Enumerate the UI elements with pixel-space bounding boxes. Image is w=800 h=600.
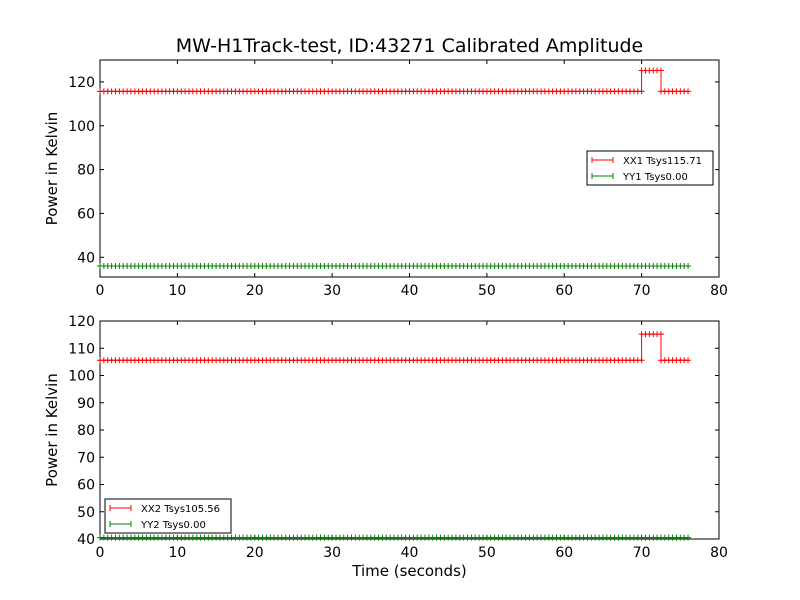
y-tick-label: 40 — [77, 250, 95, 266]
x-tick-label: 20 — [246, 545, 264, 561]
legend-label: XX2 Tsys105.56 — [141, 504, 220, 515]
legend-marker — [109, 505, 132, 511]
data-point-marker — [685, 534, 692, 541]
x-tick-label: 30 — [323, 283, 341, 299]
subplot-2: 0 10 20 30 40 50 60 70 80 40 50 60 70 80 90 100 110 120 Po… — [43, 314, 728, 580]
y-tick-label: 70 — [77, 450, 95, 466]
series-1 — [97, 67, 692, 95]
y-tick-label: 110 — [68, 341, 95, 357]
legend-marker — [591, 157, 614, 163]
x-tick-label: 40 — [401, 545, 419, 561]
x-tick-label: 20 — [246, 283, 264, 299]
x-tick-label: 50 — [478, 545, 496, 561]
legend-marker — [109, 521, 132, 527]
chart-title: MW-H1Track-test, ID:43271 Calibrated Amp… — [176, 35, 644, 57]
subplot-1: 0 10 20 30 40 50 60 70 80 40 60 80 100 120 MW-H1Track-… — [43, 35, 728, 299]
y-tick-label: 60 — [77, 206, 95, 222]
x-tick-label: 0 — [96, 283, 105, 299]
y-tick-label: 100 — [68, 369, 95, 385]
x-tick-label: 30 — [323, 545, 341, 561]
x-tick-label: 80 — [710, 283, 728, 299]
y-tick-label: 60 — [77, 478, 95, 494]
legend-marker — [591, 173, 614, 179]
y-axis-label: Power in Kelvin — [43, 112, 61, 226]
y-tick-label: 50 — [77, 505, 95, 521]
legend-label: YY2 Tsys0.00 — [140, 520, 206, 531]
series-2 — [97, 534, 692, 541]
x-tick-label: 70 — [633, 283, 651, 299]
x-tick-label: 40 — [401, 283, 419, 299]
x-tick-label: 50 — [478, 283, 496, 299]
x-tick-label: 0 — [96, 545, 105, 561]
y-tick-label: 120 — [68, 75, 95, 91]
data-point-marker — [685, 88, 692, 95]
legend: XX1 Tsys115.71 YY1 Tsys0.00 — [586, 150, 714, 186]
series-1 — [97, 331, 692, 364]
x-tick-label: 10 — [168, 545, 186, 561]
y-tick-label: 100 — [68, 119, 95, 135]
x-axis-label: Time (seconds) — [351, 562, 467, 580]
y-axis-label: Power in Kelvin — [43, 373, 61, 487]
y-tick-label: 40 — [77, 532, 95, 548]
legend-label: XX1 Tsys115.71 — [623, 156, 702, 167]
x-tick-label: 10 — [168, 283, 186, 299]
y-tick-label: 80 — [77, 423, 95, 439]
data-point-marker — [657, 67, 664, 74]
data-point-marker — [685, 263, 692, 270]
legend-box — [104, 498, 232, 534]
data-point-marker — [638, 357, 645, 364]
y-tick-label: 80 — [77, 163, 95, 179]
data-point-marker — [638, 88, 645, 95]
x-tick-label: 70 — [633, 545, 651, 561]
y-tick-label: 120 — [68, 314, 95, 330]
series-2 — [97, 263, 692, 270]
x-tick-label: 60 — [555, 545, 573, 561]
y-tick-label: 90 — [77, 396, 95, 412]
x-tick-label: 60 — [555, 283, 573, 299]
x-tick-label: 80 — [710, 545, 728, 561]
legend: XX2 Tsys105.56 YY2 Tsys0.00 — [104, 498, 232, 534]
legend-label: YY1 Tsys0.00 — [622, 172, 688, 183]
legend-box — [586, 150, 714, 186]
data-point-marker — [657, 331, 664, 338]
data-point-marker — [685, 357, 692, 364]
plots-group: 0 10 20 30 40 50 60 70 80406080100120MW-H1Track-… — [43, 35, 728, 580]
